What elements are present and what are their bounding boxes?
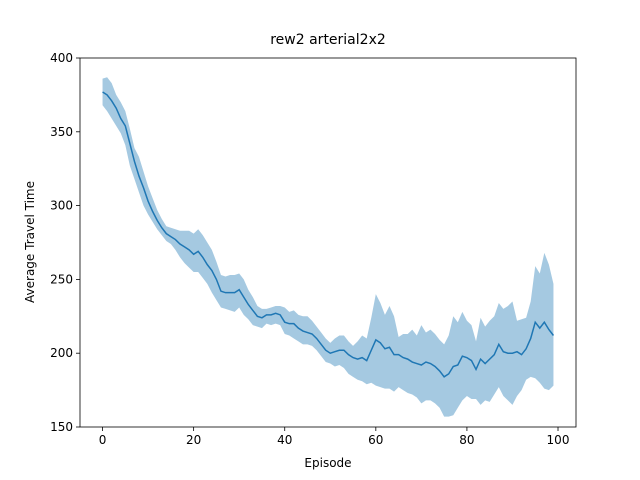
x-tick-label: 20	[186, 433, 201, 447]
chart-title: rew2 arterial2x2	[270, 32, 386, 48]
mean-line	[102, 91, 555, 378]
y-tick-label: 150	[50, 420, 73, 434]
y-tick-label: 300	[50, 199, 73, 213]
y-tick-label: 250	[50, 272, 73, 286]
x-tick-label: 60	[368, 433, 383, 447]
y-tick-label: 200	[50, 346, 73, 360]
x-tick-label: 40	[277, 433, 292, 447]
plot-frame	[79, 57, 577, 428]
x-tick-label: 100	[547, 433, 570, 447]
y-tick-label: 350	[50, 125, 73, 139]
x-tick-label: 80	[459, 433, 474, 447]
x-axis-label: Episode	[304, 456, 351, 470]
y-tick-label: 400	[50, 51, 73, 65]
confidence-band	[102, 77, 554, 417]
y-axis-label: Average Travel Time	[23, 181, 37, 303]
x-tick-label: 0	[99, 433, 107, 447]
